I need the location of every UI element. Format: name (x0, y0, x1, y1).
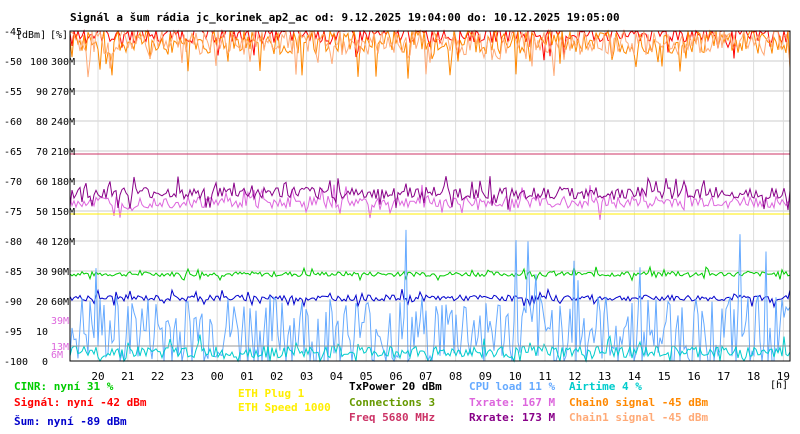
y-tick-label-dbm: -55 (4, 87, 22, 98)
legend-txpower: TxPower 20 dBm (349, 380, 442, 393)
y-tick-label-rate: 90M (51, 267, 69, 278)
y-tick-label-dbm: -95 (4, 327, 22, 338)
x-tick-label: 02 (270, 370, 283, 383)
y-rate-marker: 13M (51, 342, 69, 353)
y-tick-label-dbm: -50 (4, 57, 22, 68)
legend-eth-speed: ETH Speed 1000 (238, 401, 331, 414)
x-tick-label: 14 (628, 370, 642, 383)
legend-rxrate: Rxrate: 173 M (469, 411, 556, 424)
y-tick-label-pct: 90 (36, 87, 48, 98)
y-tick-label-pct: 10 (36, 327, 48, 338)
x-tick-label: 08 (449, 370, 462, 383)
y-tick-label-rate: 300M (51, 57, 75, 68)
x-tick-label: 05 (360, 370, 373, 383)
legend-txrate: Txrate: 167 M (469, 396, 556, 409)
y-tick-label-pct: 50 (36, 207, 48, 218)
legend-freq: Freq 5680 MHz (349, 411, 436, 424)
x-tick-label: 22 (151, 370, 164, 383)
plot-frame (69, 30, 791, 362)
x-tick-label: 09 (479, 370, 492, 383)
x-tick-label: 10 (509, 370, 522, 383)
y-tick-label-dbm: -80 (4, 237, 22, 248)
x-tick-label: 16 (687, 370, 700, 383)
y-tick-label-dbm: -65 (4, 147, 22, 158)
x-tick-label: 17 (717, 370, 730, 383)
y-tick-label-rate: 60M (51, 297, 69, 308)
legend-signal: Signál: nyní -42 dBm (14, 396, 147, 409)
x-tick-label: 18 (747, 370, 760, 383)
y-tick-label-rate: 120M (51, 237, 75, 248)
chart-title: Signál a šum rádia jc_korinek_ap2_ac od:… (70, 11, 620, 24)
y-tick-label-dbm: -70 (4, 177, 22, 188)
x-tick-label: 01 (240, 370, 253, 383)
series-line (69, 229, 791, 363)
y-tick-label-rate: 270M (51, 87, 75, 98)
y-rate-marker: 6M (51, 350, 63, 361)
legend-connections: Connections 3 (349, 396, 436, 409)
legend-cinr: CINR: nyní 31 % (14, 380, 114, 393)
x-tick-label: 23 (181, 370, 194, 383)
y-tick-label-rate: 180M (51, 177, 75, 188)
grid-layer (70, 30, 790, 362)
x-tick-label: 12 (568, 370, 581, 383)
series-line (69, 287, 791, 309)
x-tick-label: 06 (389, 370, 402, 383)
y-tick-label-rate: 240M (51, 117, 75, 128)
y-tick-label-dbm: -85 (4, 267, 22, 278)
legend-airtime: Airtime 4 % (569, 380, 642, 393)
series-line (69, 29, 791, 78)
x-tick-label: 00 (211, 370, 224, 383)
x-tick-label: 15 (658, 370, 671, 383)
series-line (69, 176, 791, 211)
legend-eth-plug: ETH Plug 1 (238, 387, 305, 400)
unit-label-dbm: [dBm] (16, 30, 46, 41)
y-tick-label-pct: 0 (42, 357, 48, 368)
y-tick-label-pct: 60 (36, 177, 48, 188)
x-tick-label: 19 (777, 370, 790, 383)
y-tick-label-pct: 70 (36, 147, 48, 158)
y-tick-label-pct: 20 (36, 297, 48, 308)
legend-chain0: Chain0 signal -45 dBm (569, 396, 709, 409)
y-tick-label-pct: 40 (36, 237, 48, 248)
legend-chain1: Chain1 signal -45 dBm (569, 411, 709, 424)
x-tick-label: 07 (419, 370, 432, 383)
y-tick-label-dbm: -75 (4, 207, 22, 218)
x-tick-label: 20 (91, 370, 104, 383)
unit-label-pct: [%] (50, 30, 68, 41)
y-tick-label-dbm: -100 (4, 357, 28, 368)
y-tick-label-pct: 30 (36, 267, 48, 278)
x-tick-label: 21 (121, 370, 134, 383)
y-tick-label-dbm: -90 (4, 297, 22, 308)
y-tick-label-dbm: -45 (4, 27, 22, 38)
axis-layer: -45-50-55-60-65-70-75-80-85-90-95-100100… (4, 27, 791, 383)
y-tick-label-pct: 80 (36, 117, 48, 128)
x-tick-label: 13 (598, 370, 611, 383)
y-tick-label-dbm: -60 (4, 117, 22, 128)
reference-lines-layer (70, 153, 790, 347)
series-line (69, 184, 791, 220)
y-tick-label-rate: 150M (51, 207, 75, 218)
series-line (69, 265, 791, 283)
legend-noise: Šum: nyní -89 dBm (14, 415, 127, 428)
series-layer (69, 29, 791, 363)
x-tick-label: 03 (300, 370, 313, 383)
x-tick-label: 11 (538, 370, 551, 383)
x-unit-label: [h] (770, 380, 788, 391)
y-tick-label-pct: 100 (30, 57, 48, 68)
legend-cpu: CPU load 11 % (469, 380, 556, 393)
y-tick-label-rate: 210M (51, 147, 75, 158)
x-tick-label: 04 (330, 370, 344, 383)
y-rate-marker: 39M (51, 316, 69, 327)
